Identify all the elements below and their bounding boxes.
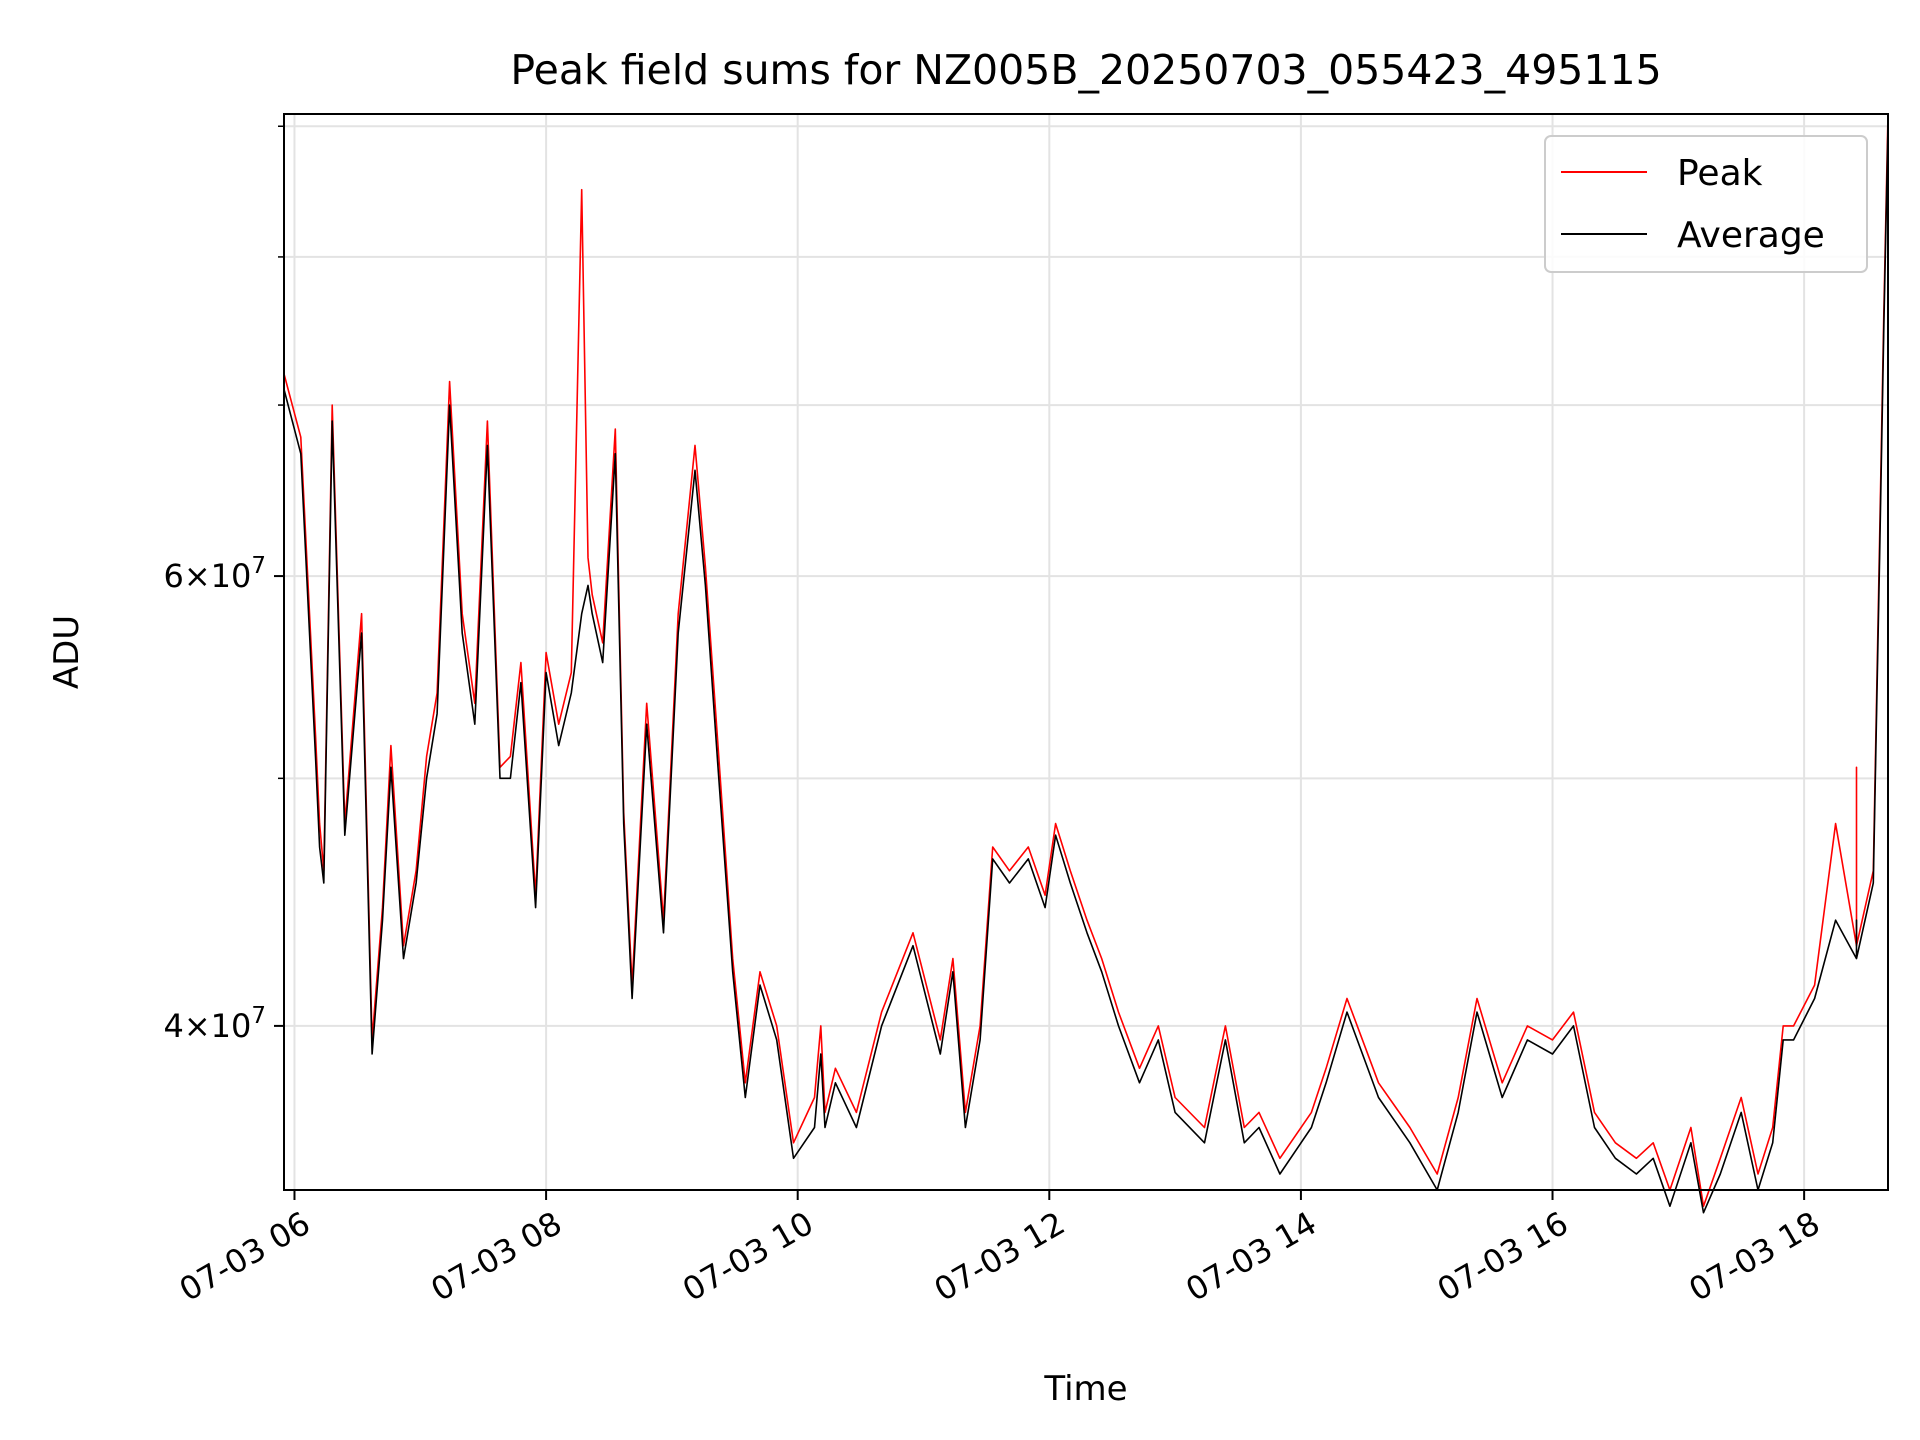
series-line-average: [283, 126, 1889, 1214]
ticks: 07-03 06 07-03 08 07-03 10 07-03 12 07-03 14…: [163, 125, 1827, 1309]
x-tick-label: 07-03 16: [1431, 1204, 1575, 1309]
x-tick-label: 07-03 10: [676, 1204, 820, 1309]
legend-label-average: Average: [1677, 215, 1825, 256]
x-tick-label: 07-03 06: [173, 1204, 317, 1309]
x-tick-label: 07-03 12: [928, 1204, 1072, 1309]
legend: Peak Average: [1544, 135, 1868, 273]
x-tick-label: 07-03 18: [1683, 1204, 1827, 1309]
x-axis-label: Time: [1043, 1369, 1127, 1409]
grid: [284, 114, 1888, 1190]
y-axis-label: ADU: [47, 615, 87, 689]
y-tick-label: 6×107: [163, 553, 266, 595]
x-tick-label: 07-03 08: [424, 1204, 568, 1309]
y-tick-label: 4×107: [163, 1003, 266, 1045]
chart-title: Peak field sums for NZ005B_20250703_0554…: [510, 46, 1661, 94]
x-tick-label: 07-03 14: [1179, 1204, 1323, 1309]
legend-box: [1544, 135, 1868, 273]
series-layer: [283, 113, 1889, 1214]
plot-frame: [283, 113, 1889, 1191]
series-line-peak: [283, 113, 1889, 1207]
legend-label-peak: Peak: [1677, 153, 1763, 194]
